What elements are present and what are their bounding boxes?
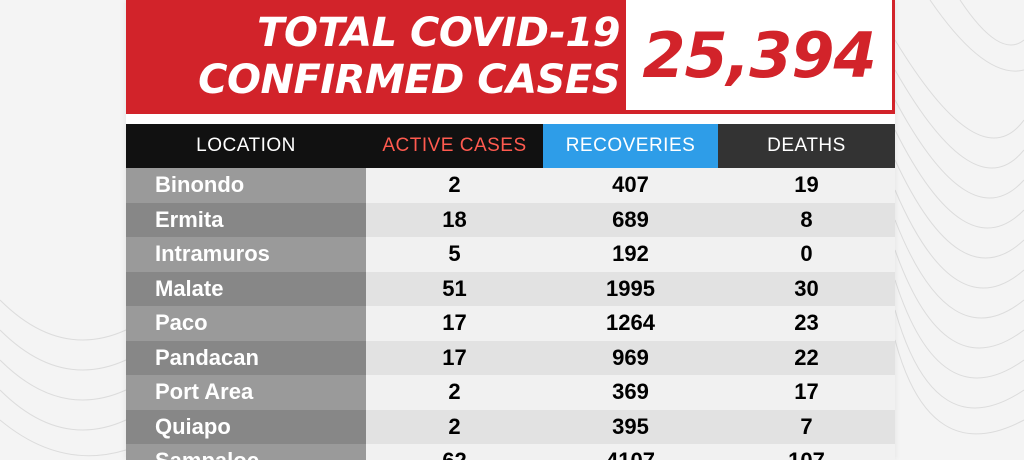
deaths-cell: 19 [718, 168, 895, 203]
total-cases-value: 25,394 [642, 18, 876, 92]
total-cases-box: 25,394 [626, 0, 892, 110]
active-cases-cell: 2 [366, 375, 543, 410]
recoveries-cell: 4107 [543, 444, 718, 460]
location-cell: Port Area [126, 375, 366, 410]
deaths-cell: 23 [718, 306, 895, 341]
recoveries-cell: 969 [543, 340, 718, 375]
table-row: Ermita 18 689 8 [126, 202, 895, 237]
header-active-cases: ACTIVE CASES [366, 124, 543, 168]
table-row: Malate 51 1995 30 [126, 271, 895, 306]
location-cell: Paco [126, 306, 366, 341]
deaths-cell: 107 [718, 444, 895, 460]
table-row: Sampaloc 62 4107 107 [126, 444, 895, 460]
cases-panel: TOTAL COVID-19 CONFIRMED CASES 25,394 LO… [126, 0, 895, 460]
active-cases-cell: 17 [366, 340, 543, 375]
active-cases-cell: 2 [366, 409, 543, 444]
active-cases-cell: 2 [366, 168, 543, 203]
active-cases-cell: 17 [366, 306, 543, 341]
table-row: Quiapo 2 395 7 [126, 409, 895, 444]
recoveries-cell: 1264 [543, 306, 718, 341]
recoveries-cell: 369 [543, 375, 718, 410]
deaths-cell: 0 [718, 237, 895, 272]
location-cell: Binondo [126, 168, 366, 203]
title-line-2: CONFIRMED CASES [198, 57, 620, 103]
deaths-cell: 17 [718, 375, 895, 410]
location-cell: Malate [126, 271, 366, 306]
deaths-cell: 30 [718, 271, 895, 306]
table-row: Pandacan 17 969 22 [126, 340, 895, 375]
recoveries-cell: 1995 [543, 271, 718, 306]
recoveries-cell: 407 [543, 168, 718, 203]
active-cases-cell: 51 [366, 271, 543, 306]
location-cell: Pandacan [126, 340, 366, 375]
active-cases-cell: 18 [366, 202, 543, 237]
table-row: Paco 17 1264 23 [126, 306, 895, 341]
header-deaths: DEATHS [718, 124, 895, 168]
cases-table: LOCATION ACTIVE CASES RECOVERIES DEATHS … [126, 124, 895, 460]
location-cell: Ermita [126, 202, 366, 237]
table-body: Binondo 2 407 19 Ermita 18 689 8 Intramu… [126, 168, 895, 460]
recoveries-cell: 689 [543, 202, 718, 237]
deaths-cell: 8 [718, 202, 895, 237]
location-cell: Sampaloc [126, 444, 366, 460]
table-header: LOCATION ACTIVE CASES RECOVERIES DEATHS [126, 124, 895, 168]
deaths-cell: 22 [718, 340, 895, 375]
title-banner: TOTAL COVID-19 CONFIRMED CASES 25,394 [126, 0, 895, 114]
active-cases-cell: 62 [366, 444, 543, 460]
header-location: LOCATION [126, 124, 366, 168]
location-cell: Intramuros [126, 237, 366, 272]
table-row: Binondo 2 407 19 [126, 168, 895, 203]
header-recoveries: RECOVERIES [543, 124, 718, 168]
table-row: Intramuros 5 192 0 [126, 237, 895, 272]
banner-title: TOTAL COVID-19 CONFIRMED CASES [150, 10, 620, 104]
deaths-cell: 7 [718, 409, 895, 444]
title-line-1: TOTAL COVID-19 [257, 10, 620, 56]
table-row: Port Area 2 369 17 [126, 375, 895, 410]
location-cell: Quiapo [126, 409, 366, 444]
recoveries-cell: 395 [543, 409, 718, 444]
active-cases-cell: 5 [366, 237, 543, 272]
recoveries-cell: 192 [543, 237, 718, 272]
